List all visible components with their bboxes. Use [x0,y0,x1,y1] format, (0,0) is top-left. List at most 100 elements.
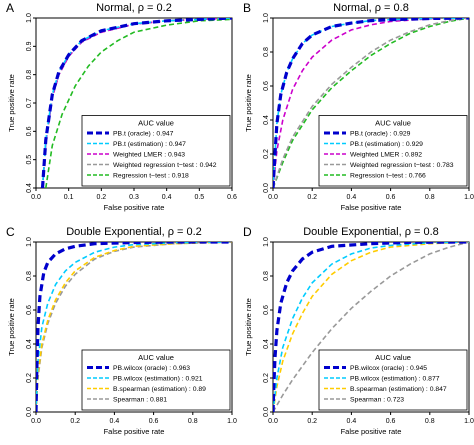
x-tick-label: 0.3 [129,194,139,201]
legend: AUC value PB.wilcox (oracle) : 0.945 PB.wi… [318,349,468,411]
y-tick-label: 0.0 [263,183,270,193]
x-tick-label: 0.0 [268,194,278,201]
y-tick-label: 0.4 [26,183,33,193]
y-tick-label: 0.2 [26,373,33,383]
x-tick-label: 0.2 [307,194,317,201]
roc-curve [273,18,469,188]
x-tick-label: 0.0 [31,418,41,425]
legend-label: Weighted LMER : 0.892 [350,152,422,159]
x-tick-label: 0.8 [188,418,198,425]
x-tick-label: 0.8 [425,194,435,201]
roc-curve [36,242,232,412]
panel-a: A Normal, ρ = 0.2 0.0 0.1 0.2 0.3 0.4 0.5 0.6 0.4… [6,1,237,212]
roc-curve [273,18,469,188]
x-tick-label: 0.6 [149,418,159,425]
curves [273,18,469,188]
legend-label: Weighted regression t−test : 0.942 [113,162,217,169]
roc-curve [273,242,469,412]
x-tick-label: 1.0 [464,418,474,425]
roc-curve [40,18,232,188]
legend-label: PB.t (oracle) : 0.929 [350,131,411,138]
x-tick-label: 0.5 [194,194,204,201]
y-tick-label: 0.2 [263,373,270,383]
y-tick-label: 0.4 [26,339,33,349]
legend-label: B.spearman (estimation) : 0.89 [113,386,206,393]
legend-label: Spearman : 0.881 [113,397,167,404]
y-tick-label: 1.0 [263,237,270,247]
panel-d: D Double Exponential, ρ = 0.8 0.0 0.2 0.4 0.6… [243,225,474,436]
legend-title: AUC value [138,353,174,362]
y-tick-label: 0.6 [26,126,33,136]
legend-label: PB.wilcox (oracle) : 0.963 [113,365,190,372]
x-tick-label: 1.0 [464,194,474,201]
legend-label: PB.wilcox (oracle) : 0.945 [350,365,427,372]
panel-title: Double Exponential, ρ = 0.8 [303,226,439,238]
x-axis-label: False positive rate [104,427,165,436]
legend-title: AUC value [375,119,411,128]
x-tick-label: 0.2 [96,194,106,201]
legend-label: PB.t (estimation) : 0.947 [113,141,186,148]
x-tick-label: 0.4 [347,194,357,201]
y-tick-label: 0.6 [26,305,33,315]
x-tick-label: 1.0 [227,418,237,425]
x-tick-label: 0.1 [64,194,74,201]
x-tick-label: 0.4 [347,418,357,425]
roc-curve [273,18,469,188]
y-tick-label: 0.9 [26,41,33,51]
legend-label: PB.t (estimation) : 0.929 [350,141,423,148]
y-tick-label: 0.0 [26,407,33,417]
panel-letter: C [6,225,15,239]
legend: AUC value PB.wilcox (oracle) : 0.963 PB.wi… [81,349,231,411]
y-tick-label: 0.4 [263,339,270,349]
legend-label: Regression t−test : 0.766 [350,173,426,180]
roc-curve [273,242,469,412]
x-tick-label: 0.8 [425,418,435,425]
y-tick-label: 0.2 [263,149,270,159]
x-tick-label: 0.4 [162,194,172,201]
panel-title: Normal, ρ = 0.8 [333,2,409,14]
y-tick-label: 0.6 [263,305,270,315]
legend-label: PB.wilcox (estimation) : 0.921 [113,376,203,383]
legend-label: Spearman : 0.723 [350,397,404,404]
x-tick-label: 0.6 [227,194,237,201]
legend-box [81,349,231,411]
curves [273,242,469,412]
roc-curve [36,242,232,412]
x-tick-label: 0.2 [70,418,80,425]
x-tick-label: 0.0 [31,194,41,201]
plot-frame [272,241,470,413]
legend-label: Regression t−test : 0.918 [113,173,189,180]
legend-label: Weighted LMER : 0.943 [113,152,185,159]
panel-c: C Double Exponential, ρ = 0.2 0.0 0.2 0.4 0.6… [6,225,237,436]
y-tick-label: 0.8 [26,70,33,80]
legend-label: Weighted regression t−test : 0.783 [350,162,454,169]
panel-b: B Normal, ρ = 0.8 0.0 0.2 0.4 0.6 0.8 1.0 0.0 0.2… [243,1,474,212]
x-tick-label: 0.2 [307,418,317,425]
x-axis-label: False positive rate [104,203,165,212]
curves [36,242,232,412]
x-axis-label: False positive rate [341,427,402,436]
y-tick-label: 0.5 [26,155,33,165]
legend: AUC value PB.t (oracle) : 0.947 PB.t (esti… [81,115,231,187]
y-tick-label: 1.0 [26,237,33,247]
panel-letter: D [243,225,252,239]
panel-title: Double Exponential, ρ = 0.2 [66,226,202,238]
legend-box [318,349,468,411]
y-tick-label: 0.8 [26,271,33,281]
panel-letter: A [6,1,14,15]
y-axis-label: True positive rate [7,298,16,356]
y-tick-label: 0.8 [263,271,270,281]
y-axis-label: True positive rate [244,298,253,356]
y-tick-label: 0.6 [263,81,270,91]
legend-title: AUC value [375,353,411,362]
roc-curve [273,242,469,412]
legend: AUC value PB.t (oracle) : 0.929 PB.t (esti… [318,115,468,187]
y-tick-label: 0.4 [263,115,270,125]
legend-label: B.spearman (estimation) : 0.847 [350,386,447,393]
curves [40,18,232,188]
panel-title: Normal, ρ = 0.2 [96,2,172,14]
y-axis-label: True positive rate [244,74,253,132]
x-tick-label: 0.6 [386,194,396,201]
x-tick-label: 0.0 [268,418,278,425]
